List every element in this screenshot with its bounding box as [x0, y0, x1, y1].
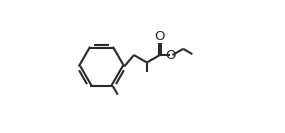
Text: O: O — [154, 30, 165, 43]
Text: O: O — [166, 49, 176, 62]
